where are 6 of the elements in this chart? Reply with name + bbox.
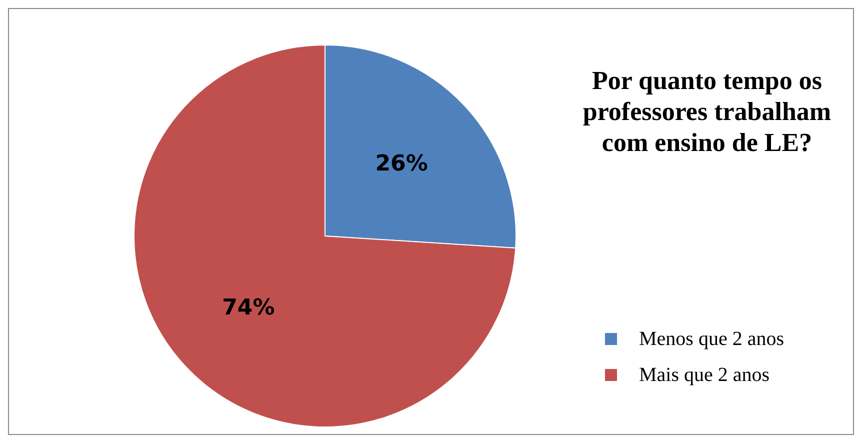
text: Por quanto tempo os professores trabalham com ensino de LE? xyxy=(582,65,832,158)
legend-label: Mais que 2 anos xyxy=(639,364,770,386)
data-label: 26% xyxy=(375,152,428,177)
legend-label: Menos que 2 anos xyxy=(639,328,784,350)
pie-slice xyxy=(134,44,516,428)
data-label: 74% xyxy=(222,295,275,320)
